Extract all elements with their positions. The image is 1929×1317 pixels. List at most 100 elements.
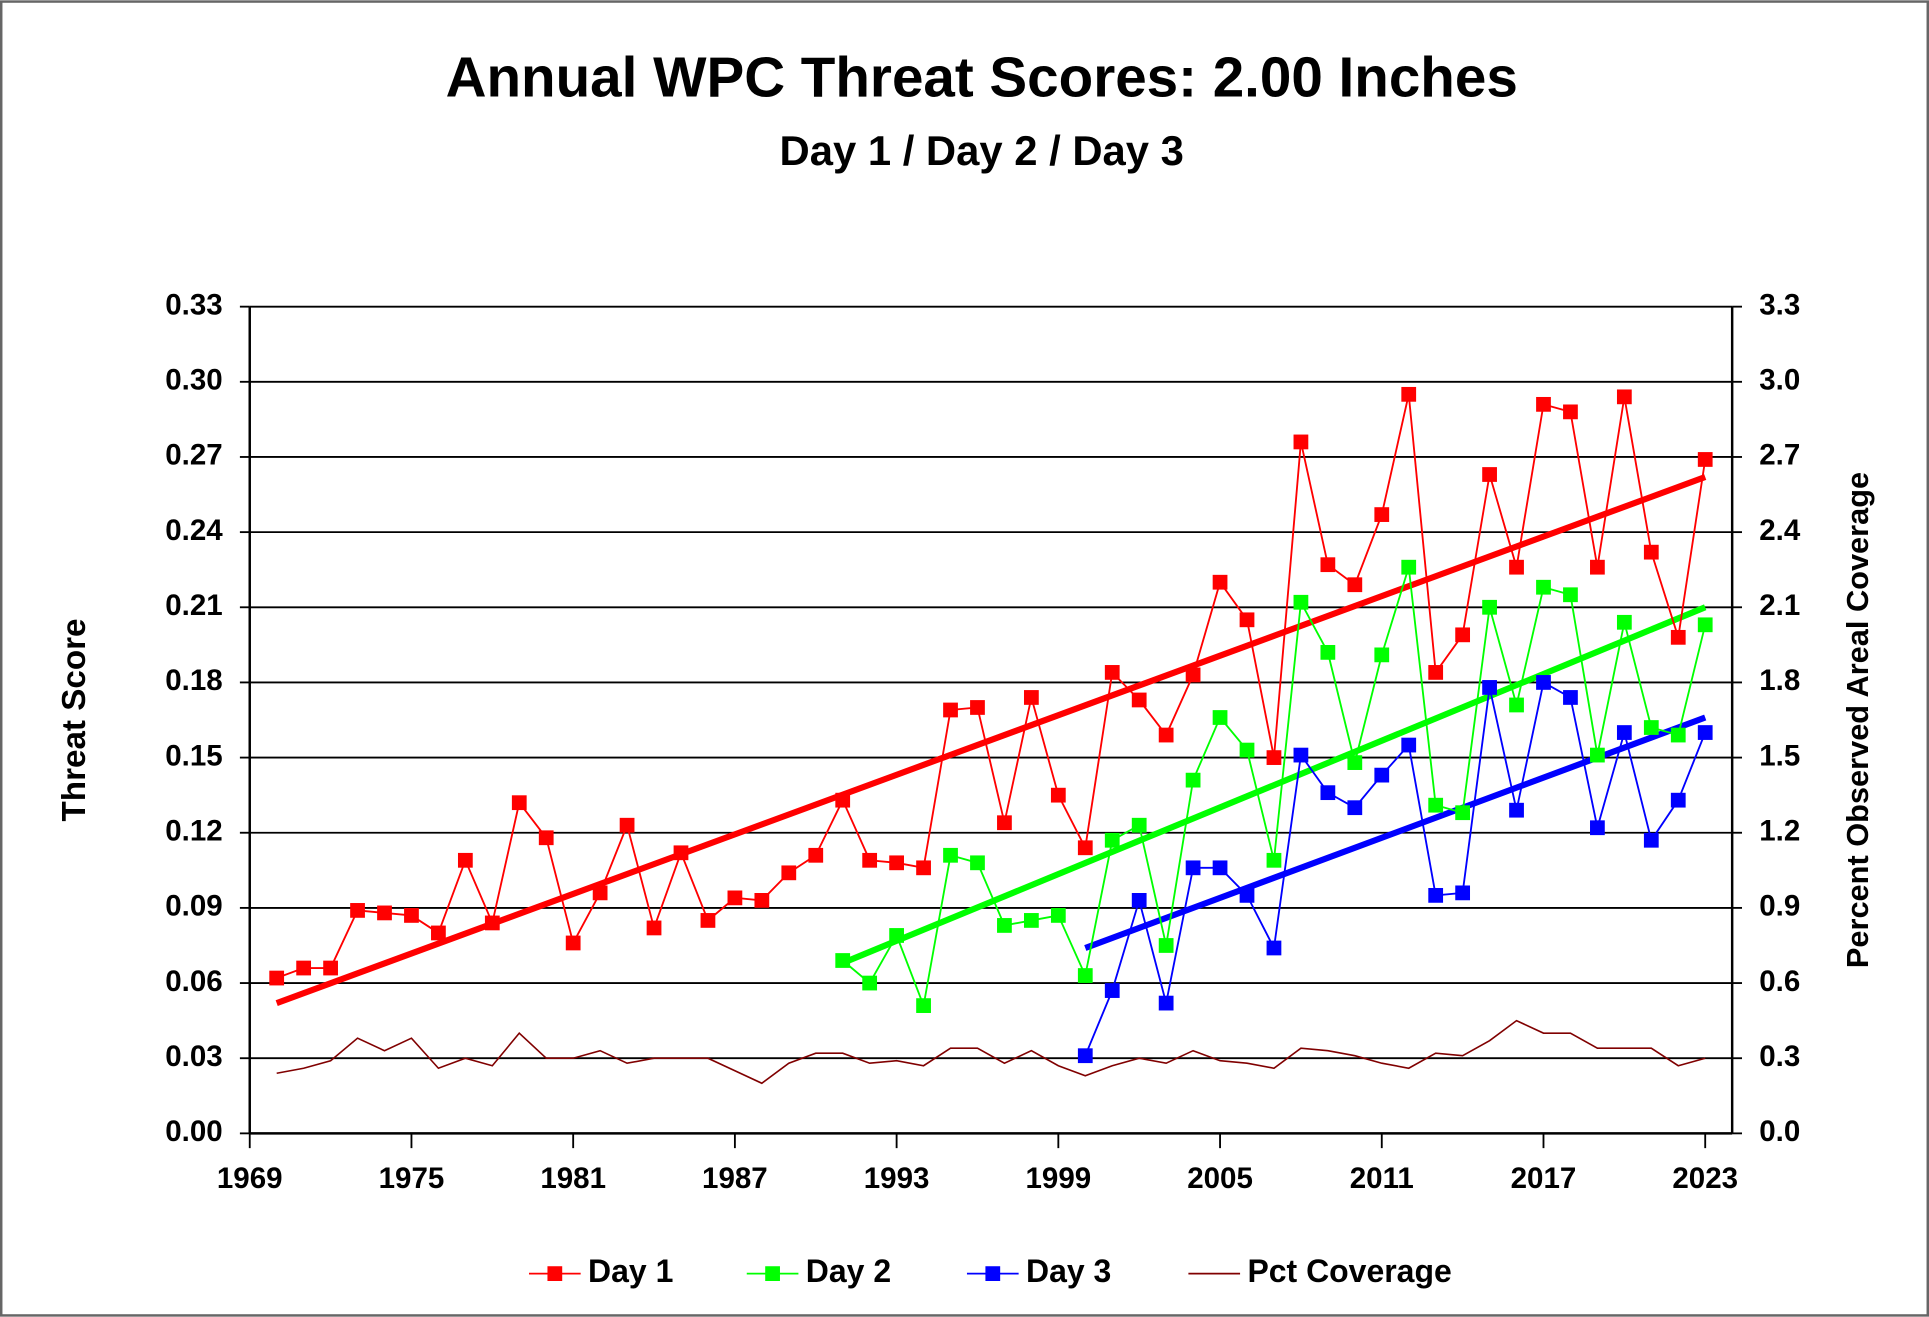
y2-tick-label: 0.0: [1759, 1115, 1800, 1148]
marker: [1023, 913, 1039, 928]
marker: [1590, 559, 1605, 575]
marker: [646, 920, 662, 936]
marker: [835, 953, 851, 968]
marker: [1266, 852, 1282, 868]
marker: [1401, 737, 1417, 753]
y-axis-title: Threat Score: [56, 619, 93, 822]
series-line: [276, 394, 1707, 979]
marker: [700, 913, 716, 928]
marker: [1536, 675, 1551, 690]
marker: [1266, 750, 1282, 765]
marker: [1185, 667, 1201, 683]
marker: [1050, 787, 1066, 803]
marker: [1616, 389, 1632, 405]
marker: [1347, 577, 1363, 593]
marker: [431, 925, 446, 941]
marker: [862, 852, 878, 868]
marker: [754, 893, 770, 908]
marker: [1455, 885, 1471, 901]
marker: [1509, 802, 1524, 818]
marker: [1643, 720, 1659, 735]
marker: [1616, 725, 1632, 740]
marker: [889, 928, 904, 943]
y2-tick-label: 1.8: [1759, 664, 1800, 697]
marker: [484, 915, 500, 931]
marker: [1158, 938, 1174, 953]
marker: [1347, 800, 1363, 816]
marker: [673, 845, 689, 861]
marker: [943, 702, 958, 718]
marker: [1104, 665, 1120, 680]
marker: [1320, 557, 1336, 573]
marker: [1455, 627, 1471, 643]
marker: [1293, 747, 1309, 763]
marker: [1239, 887, 1255, 903]
y2-tick-label: 3.0: [1759, 364, 1800, 397]
marker: [727, 890, 743, 906]
x-tick-label: 1981: [540, 1162, 606, 1195]
x-tick-label: 1993: [864, 1162, 930, 1195]
marker: [592, 885, 608, 901]
marker: [1212, 574, 1228, 590]
x-tick-label: 1975: [379, 1162, 445, 1195]
marker: [1590, 747, 1605, 763]
marker: [296, 960, 312, 976]
marker: [1320, 785, 1336, 801]
marker: [808, 847, 824, 863]
marker: [1670, 727, 1686, 743]
marker: [538, 830, 554, 846]
x-tick-label: 2023: [1672, 1162, 1738, 1195]
marker: [970, 855, 985, 871]
y-tick-label: 0.03: [165, 1040, 222, 1073]
x-tick-label: 1987: [702, 1162, 768, 1195]
marker: [1482, 467, 1497, 482]
x-tick-label: 2011: [1350, 1162, 1414, 1195]
y2-tick-label: 0.6: [1759, 965, 1800, 998]
marker: [1509, 559, 1524, 575]
marker: [781, 865, 797, 881]
marker: [1482, 680, 1497, 695]
marker: [1670, 792, 1686, 808]
legend-label: Day 2: [806, 1253, 891, 1289]
marker: [1104, 983, 1120, 998]
marker: [323, 960, 338, 976]
marker: [1374, 767, 1390, 783]
y2-axis-title: Percent Observed Areal Coverage: [1840, 472, 1875, 968]
marker: [1563, 404, 1578, 420]
marker: [1401, 386, 1417, 402]
marker: [1131, 817, 1147, 833]
marker: [1293, 594, 1309, 610]
trend-line: [275, 474, 1707, 1006]
y2-tick-label: 2.1: [1759, 589, 1800, 622]
y2-tick-label: 0.3: [1759, 1040, 1800, 1073]
marker: [1077, 968, 1093, 983]
marker: [1536, 396, 1551, 412]
marker: [1428, 665, 1444, 680]
legend-marker: [765, 1266, 780, 1281]
marker: [1023, 690, 1039, 705]
marker: [997, 918, 1012, 933]
y-tick-label: 0.30: [165, 364, 222, 397]
legend-marker: [547, 1266, 563, 1281]
marker: [1185, 772, 1201, 788]
marker: [1212, 860, 1228, 876]
y2-tick-label: 0.9: [1759, 890, 1800, 923]
y-tick-label: 0.00: [165, 1115, 222, 1148]
trend-line: [841, 604, 1707, 966]
marker: [1239, 612, 1255, 628]
y-tick-label: 0.09: [165, 890, 222, 923]
marker: [1266, 940, 1282, 956]
marker: [1536, 579, 1551, 595]
y-tick-label: 0.06: [165, 965, 222, 998]
legend-label: Day 3: [1026, 1253, 1111, 1289]
marker: [1616, 614, 1632, 630]
x-tick-label: 1969: [217, 1162, 283, 1195]
marker: [1077, 1048, 1093, 1064]
marker: [1347, 755, 1363, 770]
marker: [1131, 692, 1147, 708]
y2-tick-label: 2.7: [1759, 439, 1800, 472]
marker: [457, 852, 473, 868]
marker: [1563, 690, 1578, 705]
